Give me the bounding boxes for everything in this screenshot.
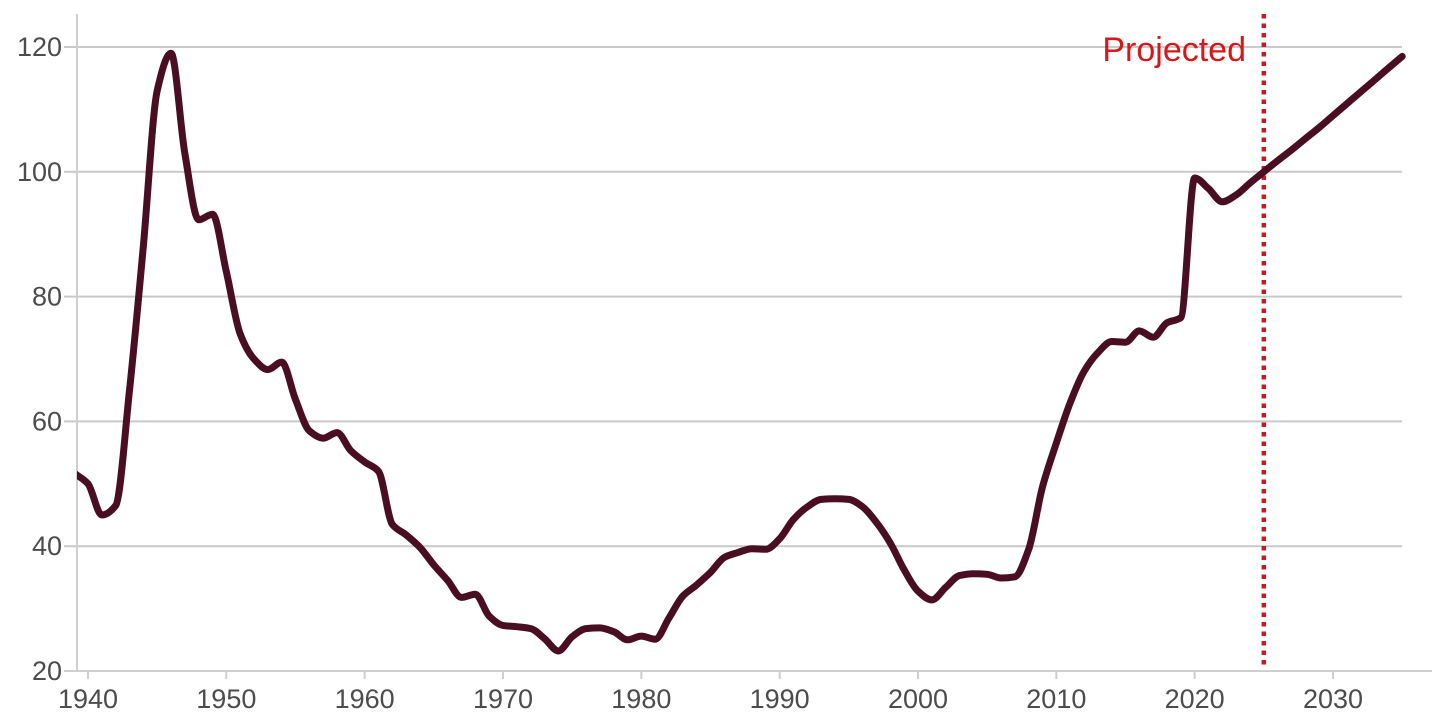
data-line bbox=[77, 49, 1406, 655]
axes bbox=[64, 14, 1432, 679]
x-tick-label: 1940 bbox=[58, 684, 118, 714]
projected-label: Projected bbox=[1102, 31, 1246, 69]
x-tick-label: 2030 bbox=[1303, 684, 1363, 714]
x-tick-label: 1990 bbox=[750, 684, 810, 714]
y-tick-label: 120 bbox=[17, 32, 62, 62]
y-tick-label: 100 bbox=[17, 157, 62, 187]
x-tick-label: 1980 bbox=[611, 684, 671, 714]
x-tick-label: 1950 bbox=[196, 684, 256, 714]
x-axis-labels: 1940 1950 1960 1970 1980 1990 2000 2010 2020 2030 bbox=[58, 684, 1363, 714]
x-tick-label: 2010 bbox=[1026, 684, 1086, 714]
gridlines bbox=[77, 46, 1402, 548]
y-axis-labels: 20 40 60 80 100 120 bbox=[17, 32, 62, 686]
y-tick-label: 20 bbox=[32, 656, 62, 686]
y-tick-label: 60 bbox=[32, 406, 62, 436]
x-tick-label: 1960 bbox=[335, 684, 395, 714]
x-tick-label: 2000 bbox=[888, 684, 948, 714]
y-tick-label: 40 bbox=[32, 531, 62, 561]
x-tick-label: 1970 bbox=[473, 684, 533, 714]
y-tick-label: 80 bbox=[32, 282, 62, 312]
x-tick-label: 2020 bbox=[1165, 684, 1225, 714]
